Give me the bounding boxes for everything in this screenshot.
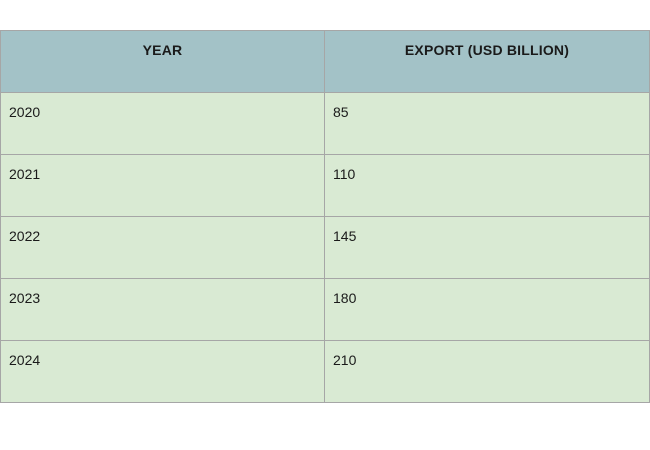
table-row: 2020 85 bbox=[0, 92, 650, 155]
table-row: 2021 110 bbox=[0, 154, 650, 217]
column-header-export: EXPORT (USD BILLION) bbox=[324, 30, 650, 93]
table-row: 2022 145 bbox=[0, 216, 650, 279]
year-cell: 2023 bbox=[0, 278, 325, 341]
data-table: YEAR EXPORT (USD BILLION) 2020 85 2021 1… bbox=[0, 30, 650, 403]
header-row: YEAR EXPORT (USD BILLION) bbox=[0, 30, 650, 93]
table-row: 2024 210 bbox=[0, 340, 650, 403]
year-cell: 2024 bbox=[0, 340, 325, 403]
column-header-year: YEAR bbox=[0, 30, 325, 93]
export-cell: 110 bbox=[324, 154, 650, 217]
export-cell: 85 bbox=[324, 92, 650, 155]
export-cell: 180 bbox=[324, 278, 650, 341]
year-cell: 2020 bbox=[0, 92, 325, 155]
year-cell: 2022 bbox=[0, 216, 325, 279]
year-cell: 2021 bbox=[0, 154, 325, 217]
export-cell: 210 bbox=[324, 340, 650, 403]
table-row: 2023 180 bbox=[0, 278, 650, 341]
export-cell: 145 bbox=[324, 216, 650, 279]
